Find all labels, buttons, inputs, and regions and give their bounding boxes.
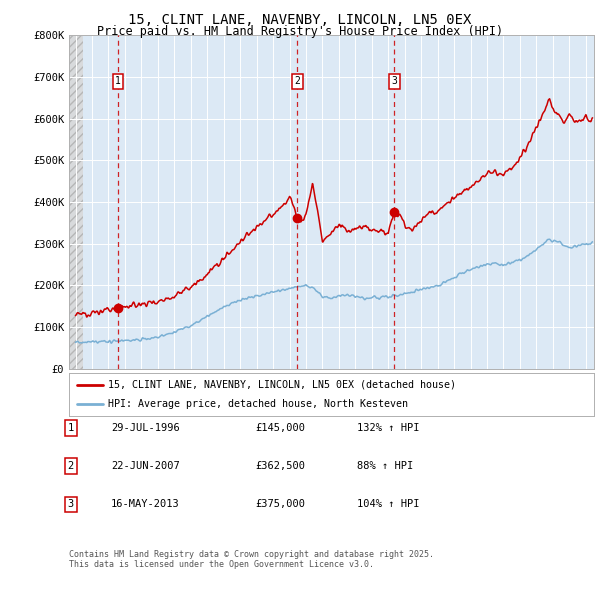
Text: 132% ↑ HPI: 132% ↑ HPI [357, 423, 419, 432]
Text: 2: 2 [295, 76, 300, 86]
Text: 16-MAY-2013: 16-MAY-2013 [111, 500, 180, 509]
Text: 104% ↑ HPI: 104% ↑ HPI [357, 500, 419, 509]
Text: 1: 1 [68, 423, 74, 432]
Text: 3: 3 [391, 76, 397, 86]
Text: 29-JUL-1996: 29-JUL-1996 [111, 423, 180, 432]
Text: £145,000: £145,000 [255, 423, 305, 432]
Text: Contains HM Land Registry data © Crown copyright and database right 2025.
This d: Contains HM Land Registry data © Crown c… [69, 550, 434, 569]
Text: 22-JUN-2007: 22-JUN-2007 [111, 461, 180, 471]
Text: HPI: Average price, detached house, North Kesteven: HPI: Average price, detached house, Nort… [109, 399, 409, 409]
Text: 15, CLINT LANE, NAVENBY, LINCOLN, LN5 0EX (detached house): 15, CLINT LANE, NAVENBY, LINCOLN, LN5 0E… [109, 380, 457, 390]
Text: 2: 2 [68, 461, 74, 471]
Text: 88% ↑ HPI: 88% ↑ HPI [357, 461, 413, 471]
Text: £375,000: £375,000 [255, 500, 305, 509]
Text: 3: 3 [68, 500, 74, 509]
Text: 1: 1 [115, 76, 121, 86]
Bar [69, 35, 83, 369]
Text: Price paid vs. HM Land Registry's House Price Index (HPI): Price paid vs. HM Land Registry's House … [97, 25, 503, 38]
Text: 15, CLINT LANE, NAVENBY, LINCOLN, LN5 0EX: 15, CLINT LANE, NAVENBY, LINCOLN, LN5 0E… [128, 13, 472, 27]
Text: £362,500: £362,500 [255, 461, 305, 471]
